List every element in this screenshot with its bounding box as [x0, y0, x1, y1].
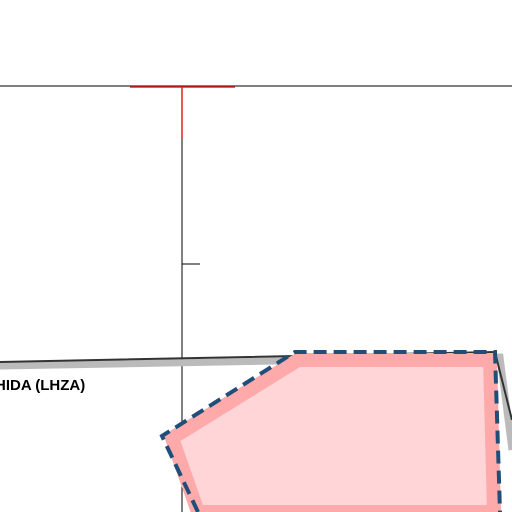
airspace-boundary [159, 350, 502, 512]
border-shadow [0, 353, 512, 451]
airspace-zone [165, 353, 501, 512]
airport-label: HIDA (LHZA) [0, 377, 85, 394]
